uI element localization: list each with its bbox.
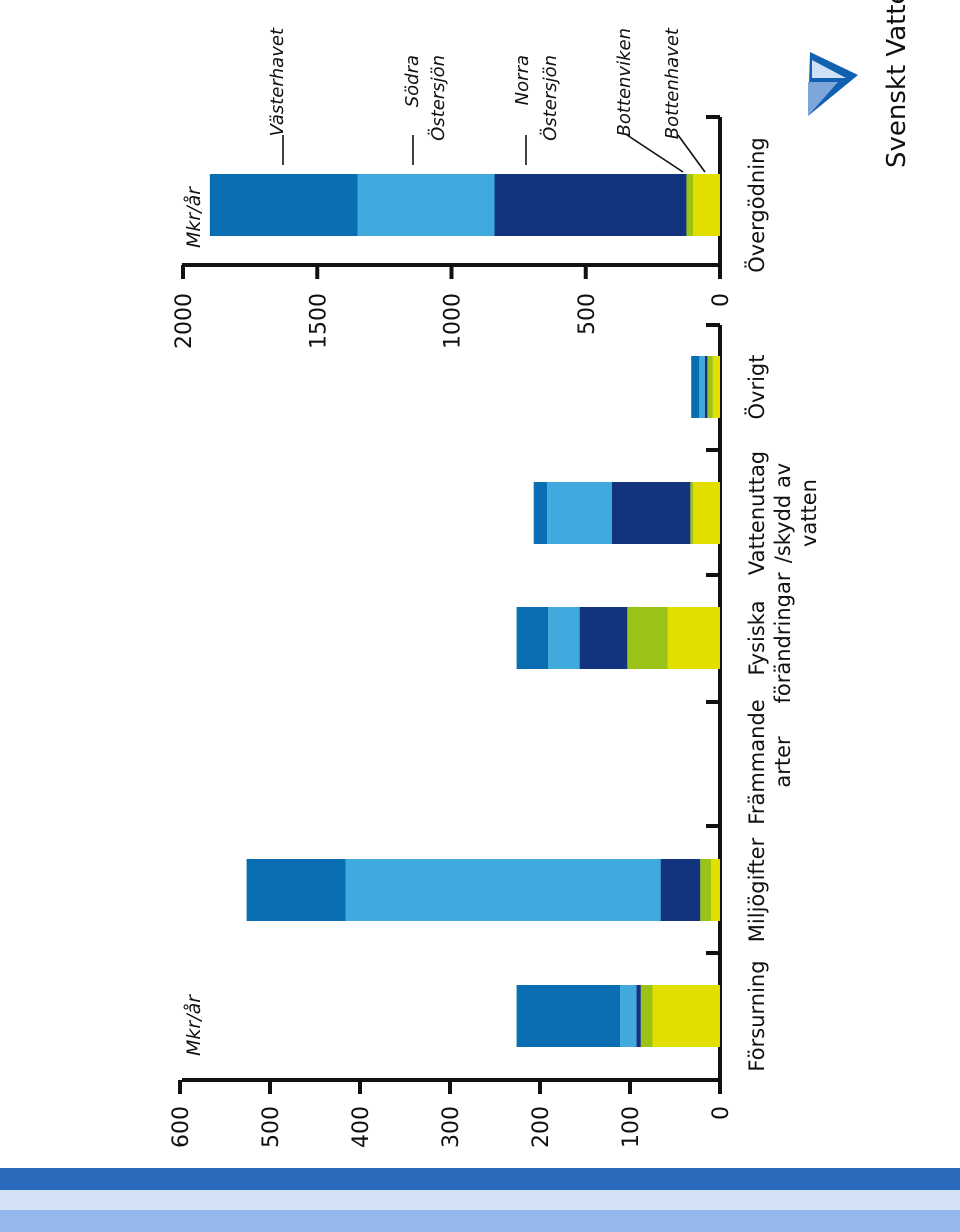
- bar-segment-vasterhavet: [516, 985, 621, 1047]
- right-unit-label: Mkr/år: [182, 186, 205, 248]
- bar-segment-vasterhavet: [533, 482, 548, 544]
- series-annotation-norra-ostersjon: Norra: [512, 55, 533, 105]
- bar-segment-bottenviken: [640, 985, 653, 1047]
- chart-right-overgodning: 0 500 1000 1500 2000 Mkr/år Övergödning Västerh…: [172, 27, 769, 349]
- left-value-tick-label: 0: [709, 1106, 734, 1120]
- series-annotation-sodra-ostersjon: Östersjön: [427, 55, 449, 141]
- chart-left-categories: 0 100 200 300 400 500 600 Mkr/år Försurning Miljö…: [169, 323, 821, 1148]
- category-label: Vattenuttag: [745, 451, 769, 575]
- footer-stripe-light: [0, 1190, 960, 1210]
- bar-segment-bottenhavet: [693, 174, 720, 236]
- brand-name: Svenskt Vatten: [882, 0, 912, 168]
- category-label: vatten: [797, 479, 821, 547]
- bar-segment-bottenviken: [690, 482, 693, 544]
- series-annotation-norra-ostersjon: Östersjön: [539, 55, 561, 141]
- bar-segment-norra-ostersjon: [636, 985, 641, 1047]
- bar-segment-bottenhavet: [667, 607, 720, 669]
- bar-segment-sodra-ostersjon: [357, 174, 495, 236]
- bar-segment-sodra-ostersjon: [699, 356, 705, 418]
- footer-stripe-dark: [0, 1168, 960, 1190]
- left-value-tick-label: 100: [619, 1106, 644, 1148]
- left-unit-label: Mkr/år: [182, 994, 205, 1056]
- footer-stripe-mid: [0, 1210, 960, 1232]
- left-value-tick-label: 200: [529, 1106, 554, 1148]
- right-value-tick-label: 1000: [441, 293, 466, 349]
- bar-segment-vasterhavet: [691, 356, 700, 418]
- bar-segment-bottenhavet: [693, 482, 720, 544]
- series-annotation-sodra-ostersjon: Södra: [402, 55, 423, 107]
- category-label: Övergödning: [744, 137, 769, 272]
- bar-segment-sodra-ostersjon: [620, 985, 637, 1047]
- category-label: Miljögifter: [745, 837, 769, 942]
- series-annotation-vasterhavet: Västerhavet: [267, 27, 288, 136]
- left-value-tick-label: 400: [349, 1106, 374, 1148]
- annotation-leader-line: [677, 134, 706, 173]
- category-label: Fysiska: [745, 601, 769, 676]
- bar-segment-norra-ostersjon: [660, 859, 701, 921]
- bar-segment-bottenviken: [707, 356, 713, 418]
- bar-segment-bottenhavet: [711, 859, 720, 921]
- category-label: Försurning: [745, 960, 769, 1071]
- bar-segment-vasterhavet: [209, 174, 358, 236]
- bar-segment-norra-ostersjon: [612, 482, 691, 544]
- right-value-tick-label: 2000: [172, 293, 197, 349]
- annotation-leader-line: [626, 134, 684, 173]
- bar-segment-bottenviken: [627, 607, 668, 669]
- series-annotation-bottenhavet: Bottenhavet: [662, 27, 683, 139]
- left-value-tick-label: 500: [259, 1106, 284, 1148]
- svenskt-vatten-logo: Svenskt Vatten: [808, 0, 912, 168]
- right-value-tick-label: 0: [709, 293, 734, 307]
- bar-segment-vasterhavet: [246, 859, 346, 921]
- bar-segment-norra-ostersjon: [704, 356, 708, 418]
- category-label: arter: [771, 736, 795, 788]
- bar-segment-norra-ostersjon: [494, 174, 687, 236]
- bar-segment-bottenviken: [700, 859, 711, 921]
- bar-segment-sodra-ostersjon: [548, 607, 580, 669]
- left-value-tick-label: 300: [439, 1106, 464, 1148]
- bar-segment-bottenhavet: [712, 356, 720, 418]
- category-label: /skydd av: [771, 463, 795, 564]
- right-value-tick-label: 1500: [306, 293, 331, 349]
- series-annotation-bottenviken: Bottenviken: [614, 28, 635, 137]
- bar-segment-norra-ostersjon: [579, 607, 628, 669]
- left-value-tick-label: 600: [169, 1106, 194, 1148]
- category-label: förändringar: [771, 572, 795, 703]
- bar-segment-bottenviken: [686, 174, 694, 236]
- category-label: Främmande: [745, 699, 769, 824]
- footer-stripes: [0, 1168, 960, 1232]
- bar-segment-vasterhavet: [516, 607, 549, 669]
- bar-segment-sodra-ostersjon: [547, 482, 612, 544]
- svenskt-vatten-triangle-logo-icon: [808, 52, 858, 116]
- bar-segment-bottenhavet: [652, 985, 720, 1047]
- right-value-tick-label: 500: [575, 293, 600, 335]
- bar-segment-sodra-ostersjon: [345, 859, 661, 921]
- category-label: Övrigt: [744, 355, 769, 420]
